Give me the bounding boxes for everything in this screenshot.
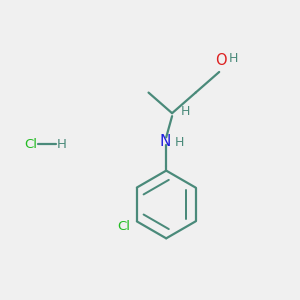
Text: Cl: Cl	[24, 138, 37, 151]
Text: H: H	[175, 136, 184, 149]
Text: H: H	[57, 138, 67, 151]
Text: H: H	[228, 52, 238, 65]
Text: H: H	[181, 105, 190, 118]
Text: O: O	[215, 53, 226, 68]
Text: N: N	[159, 134, 170, 149]
Text: Cl: Cl	[117, 220, 130, 233]
